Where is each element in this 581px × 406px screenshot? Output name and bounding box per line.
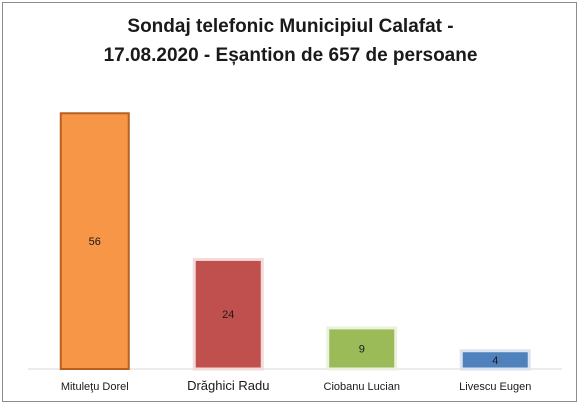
bars-group	[59, 112, 531, 371]
data-label-0: 56	[89, 236, 101, 248]
data-label-2: 9	[359, 343, 365, 355]
category-label-1: Drăghici Radu	[187, 378, 269, 393]
category-labels-group: Mituleţu Dorel Drăghici Radu Ciobanu Lucia…	[61, 378, 532, 393]
chart-title-line-1: Sondaj telefonic Municipiul Calafat -	[127, 16, 454, 37]
bar-0	[59, 112, 130, 371]
data-label-3: 4	[492, 355, 498, 367]
category-label-0: Mituleţu Dorel	[61, 381, 129, 393]
data-label-1: 24	[222, 309, 234, 321]
chart-title: Sondaj telefonic Municipiul Calafat - 17…	[0, 12, 581, 70]
bar-3	[459, 349, 531, 371]
bar-1	[192, 257, 264, 371]
data-labels-group: 56 24 9 4	[89, 236, 499, 367]
category-label-3: Livescu Eugen	[459, 381, 531, 393]
category-label-2: Ciobanu Lucian	[324, 381, 400, 393]
chart-title-line-2: 17.08.2020 - Eșantion de 657 de persoane	[103, 45, 478, 66]
bar-2	[326, 326, 398, 371]
